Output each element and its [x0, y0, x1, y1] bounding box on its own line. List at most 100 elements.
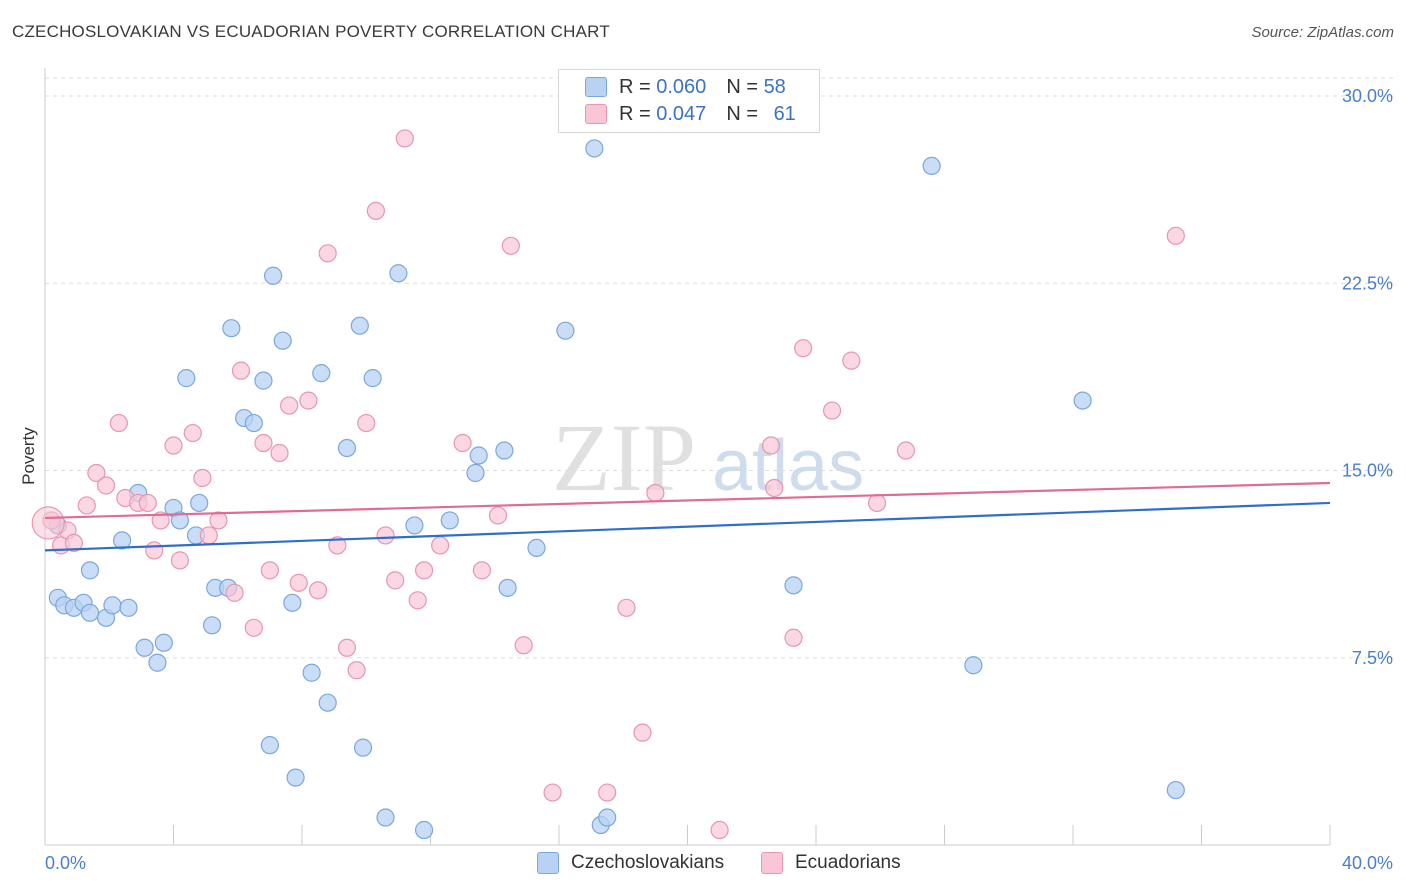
data-point-czechoslovakian	[273, 331, 292, 350]
data-point-ecuadorian	[193, 468, 212, 488]
legend-label: Ecuadorians	[795, 852, 901, 873]
data-point-ecuadorian	[366, 201, 385, 220]
data-point-czechoslovakian	[350, 316, 369, 335]
data-point-ecuadorian	[183, 423, 202, 443]
data-point-ecuadorian	[710, 820, 729, 840]
data-point-ecuadorian	[357, 413, 376, 433]
data-point-czechoslovakian	[80, 561, 100, 580]
data-point-ecuadorian	[270, 443, 289, 463]
data-point-czechoslovakian	[283, 593, 302, 612]
data-point-ecuadorian	[395, 129, 414, 148]
tick-labels: 7.5% 15.0% 22.5% 30.0% 0.0% 40.0%	[45, 86, 1393, 873]
data-point-ecuadorian	[231, 361, 251, 380]
data-point-ecuadorian	[109, 413, 128, 433]
data-point-ecuadorian	[347, 661, 366, 680]
x-tick-label: 0.0%	[45, 853, 86, 873]
legend-r-value: 0.047	[656, 102, 707, 125]
data-point-czechoslovakian	[244, 413, 263, 433]
data-point-czechoslovakian	[1166, 780, 1185, 800]
data-point-ecuadorian	[472, 561, 491, 580]
data-point-czechoslovakian	[254, 371, 273, 390]
data-point-ecuadorian	[761, 436, 781, 455]
data-point-czechoslovakian	[414, 820, 434, 840]
data-point-ecuadorian	[431, 536, 450, 555]
data-point-czechoslovakian	[222, 319, 241, 338]
legend-swatch-pink	[585, 104, 607, 124]
y-tick-label: 15.0%	[1342, 461, 1393, 481]
data-point-czechoslovakian	[922, 156, 941, 176]
data-point-czechoslovakian	[389, 264, 408, 283]
data-point-czechoslovakian	[598, 808, 617, 827]
data-point-ecuadorian	[488, 506, 508, 525]
data-point-ecuadorian	[164, 436, 183, 455]
data-point-ecuadorian	[260, 561, 279, 580]
data-point-ecuadorian	[254, 433, 273, 453]
data-point-czechoslovakian	[80, 603, 100, 622]
data-point-ecuadorian	[543, 783, 562, 802]
data-point-ecuadorian	[822, 401, 842, 420]
y-tick-label: 22.5%	[1342, 273, 1393, 293]
trend-lines	[44, 481, 1331, 552]
data-point-czechoslovakian	[103, 596, 122, 615]
data-point-czechoslovakian	[337, 438, 357, 458]
data-point-czechoslovakian	[405, 516, 424, 535]
legend-row-czechoslovakians: R = 0.060 N = 58	[585, 74, 786, 100]
trend-line-ecuadorians	[44, 481, 1331, 520]
chart-title: CZECHOSLOVAKIAN VS ECUADORIAN POVERTY CO…	[12, 22, 610, 41]
legend-r-value: 0.060	[656, 75, 707, 98]
data-point-czechoslovakian	[527, 538, 546, 557]
data-point-czechoslovakian	[135, 638, 154, 657]
data-point-czechoslovakian	[495, 441, 514, 460]
data-point-ecuadorian	[318, 244, 337, 263]
data-point-ecuadorian	[225, 583, 244, 602]
data-point-ecuadorian	[765, 478, 784, 498]
data-point-ecuadorian	[794, 339, 813, 358]
data-point-ecuadorian	[170, 551, 190, 570]
data-point-czechoslovakian	[263, 266, 283, 285]
data-point-ecuadorian	[96, 476, 116, 495]
series-czechoslovakians-points	[48, 139, 1185, 840]
data-point-ecuadorian	[842, 351, 861, 370]
data-point-czechoslovakian	[318, 693, 337, 712]
data-point-ecuadorian	[896, 441, 916, 460]
data-point-ecuadorian	[1166, 226, 1185, 245]
data-point-czechoslovakian	[286, 768, 305, 787]
data-point-ecuadorian	[617, 598, 636, 617]
y-axis-label: Poverty	[19, 427, 38, 485]
legend-label: Czechoslovakians	[571, 852, 725, 873]
data-point-ecuadorian	[151, 511, 170, 530]
legend-item-ecuadorians: Ecuadorians	[761, 852, 901, 874]
data-point-czechoslovakian	[119, 598, 138, 617]
data-point-ecuadorian	[77, 496, 96, 515]
legend-swatch-blue	[537, 852, 559, 874]
data-point-czechoslovakian	[556, 321, 575, 340]
legend-row-ecuadorians: R = 0.047 N = 61	[585, 101, 796, 127]
data-point-czechoslovakian	[260, 736, 279, 755]
y-tick-label: 7.5%	[1352, 648, 1393, 668]
data-point-czechoslovakian	[440, 511, 459, 530]
data-point-ecuadorian	[209, 511, 228, 530]
data-point-czechoslovakian	[202, 616, 222, 635]
data-point-czechoslovakian	[190, 493, 209, 513]
data-point-czechoslovakian	[353, 738, 373, 757]
legend-swatch-blue	[585, 77, 607, 97]
data-point-ecuadorian	[299, 391, 318, 410]
data-point-ecuadorian	[64, 533, 84, 553]
data-point-ecuadorian	[199, 526, 218, 545]
data-point-ecuadorian	[867, 493, 887, 513]
data-point-ecuadorian	[244, 618, 263, 637]
legend-r-label: R =	[619, 102, 657, 125]
watermark-atlas: atlas	[712, 426, 864, 506]
data-point-ecuadorian	[289, 573, 308, 592]
y-tick-label: 30.0%	[1342, 86, 1393, 106]
data-point-ecuadorian	[308, 581, 328, 600]
data-point-czechoslovakian	[466, 463, 485, 483]
data-point-czechoslovakian	[585, 139, 604, 158]
data-point-czechoslovakian	[112, 531, 132, 550]
data-point-czechoslovakian	[469, 446, 488, 465]
legend-n-value: 58	[763, 75, 786, 98]
data-point-ecuadorian	[376, 526, 395, 545]
data-point-czechoslovakian	[784, 576, 803, 595]
data-point-czechoslovakian	[1073, 391, 1092, 410]
